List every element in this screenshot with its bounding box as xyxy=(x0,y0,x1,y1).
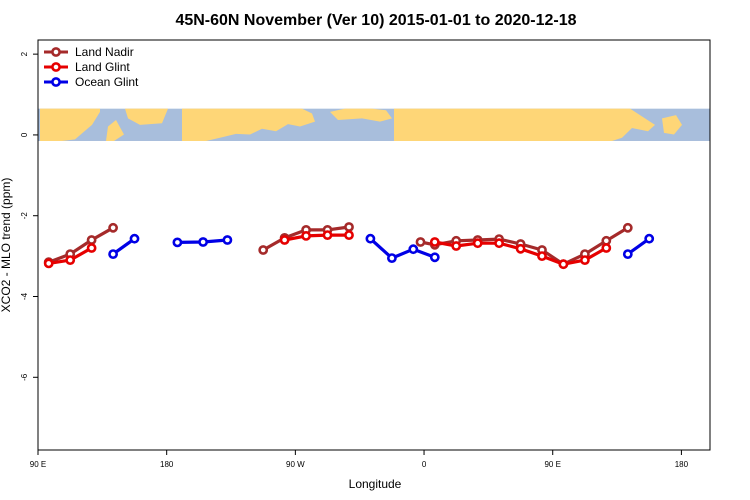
y-axis-label: XCO2 - MLO trend (ppm) xyxy=(0,178,13,313)
land-nadir-point-1-0 xyxy=(258,245,269,255)
ocean-glint-point-1-1 xyxy=(198,237,208,247)
ocean-glint-point-2-3 xyxy=(429,252,440,263)
legend-label-ocean-glint: Ocean Glint xyxy=(75,75,139,89)
map-landmass-0 xyxy=(40,108,100,141)
land-glint-line-1 xyxy=(283,233,351,242)
land-glint-point-2-7 xyxy=(580,255,590,265)
series-layer xyxy=(43,222,655,270)
legend-marker-land-nadir xyxy=(51,47,61,57)
land-glint-point-2-5 xyxy=(537,251,547,261)
legend-item-land-glint: Land Glint xyxy=(44,60,130,74)
land-glint-point-2-2 xyxy=(472,238,483,249)
ocean-glint-point-1-0 xyxy=(172,237,183,248)
ocean-glint-point-3-1 xyxy=(644,233,655,244)
land-glint-point-2-4 xyxy=(515,243,526,254)
ocean-glint-point-2-0 xyxy=(365,233,376,244)
x-tick-label-2: 90 W xyxy=(286,460,305,469)
ocean-glint-point-2-1 xyxy=(386,253,397,263)
land-nadir-point-0-3 xyxy=(108,222,118,233)
land-glint-point-0-0 xyxy=(43,258,54,269)
ocean-glint-point-0-0 xyxy=(108,249,118,259)
y-tick-label-0: 2 xyxy=(20,51,29,56)
ocean-glint-point-2-2 xyxy=(408,244,419,255)
land-glint-point-2-8 xyxy=(601,243,612,253)
x-tick-label-1: 180 xyxy=(160,460,174,469)
legend-item-land-nadir: Land Nadir xyxy=(44,45,134,59)
legend-marker-ocean-glint xyxy=(51,77,61,87)
ocean-glint-line-2 xyxy=(368,237,437,260)
land-nadir-point-2-0 xyxy=(415,237,426,247)
x-tick-label-3: 0 xyxy=(422,460,427,469)
ocean-glint-point-0-1 xyxy=(129,233,140,244)
world-map-strip xyxy=(38,108,710,141)
x-axis: 90 E 180 90 W 0 90 E 180 xyxy=(30,450,689,469)
land-glint-point-0-2 xyxy=(86,243,97,253)
land-glint-point-0-1 xyxy=(65,255,76,265)
legend-item-ocean-glint: Ocean Glint xyxy=(44,75,139,89)
ocean-glint-point-1-2 xyxy=(222,235,233,245)
land-nadir-point-0-2 xyxy=(86,235,97,245)
x-axis-label: Longitude xyxy=(349,477,402,491)
map-landmass-4 xyxy=(330,108,392,122)
series-ocean-glint xyxy=(108,233,655,263)
chart-title: 45N-60N November (Ver 10) 2015-01-01 to … xyxy=(175,12,576,29)
series-land-glint xyxy=(43,230,612,270)
y-tick-label-1: 0 xyxy=(20,132,29,137)
legend-marker-land-glint xyxy=(51,62,61,72)
map-landmass-2 xyxy=(106,119,124,141)
land-glint-point-1-2 xyxy=(322,230,333,240)
legend-label-land-glint: Land Glint xyxy=(75,60,130,74)
x-tick-label-0: 90 E xyxy=(30,460,46,469)
land-nadir-point-1-4 xyxy=(344,222,354,232)
land-nadir-line-0 xyxy=(47,226,115,264)
y-axis: 2 0 -2 -4 -6 xyxy=(20,51,38,381)
land-glint-point-2-3 xyxy=(494,238,504,249)
y-tick-label-4: -6 xyxy=(20,373,29,381)
y-tick-label-3: -4 xyxy=(20,292,29,300)
land-nadir-point-2-10 xyxy=(622,222,633,233)
land-glint-point-1-0 xyxy=(279,235,290,245)
land-glint-point-1-3 xyxy=(344,230,354,240)
land-glint-point-1-1 xyxy=(301,230,311,241)
map-landmass-3 xyxy=(182,108,315,141)
ocean-glint-point-3-0 xyxy=(622,249,633,259)
x-tick-label-4: 90 E xyxy=(544,460,560,469)
map-landmass-5 xyxy=(394,108,655,141)
plot-frame xyxy=(37,39,711,451)
map-landmass-1 xyxy=(125,108,168,125)
land-glint-point-2-1 xyxy=(451,241,462,251)
x-tick-label-5: 180 xyxy=(675,460,689,469)
map-landmass-6 xyxy=(662,115,682,135)
y-tick-label-2: -2 xyxy=(20,212,29,220)
land-glint-point-2-0 xyxy=(429,237,440,247)
land-glint-point-2-6 xyxy=(558,259,569,270)
legend-label-land-nadir: Land Nadir xyxy=(75,45,134,59)
